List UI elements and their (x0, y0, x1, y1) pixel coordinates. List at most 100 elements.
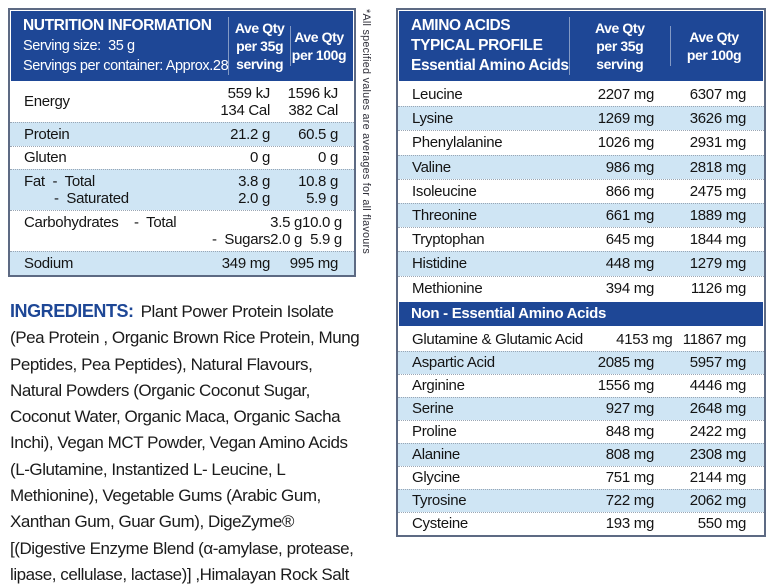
nutrition-row: Fat - Total - Saturated 3.8 g 2.0 g 10.8 g 5.… (10, 169, 354, 210)
nutrition-row: Gluten 0 g 0 g (10, 145, 354, 170)
nutrition-table-rows: Energy 559 kJ 134 Cal 1596 kJ 382 Cal Protein… (10, 82, 354, 275)
nutrition-information-table: NUTRITION INFORMATION Serving size: 35 g… (8, 8, 356, 277)
nutrient-label-cell: Carbohydrates - Total - Sugars (24, 214, 270, 249)
value-per-35g: 134 Cal (220, 102, 270, 119)
value-per-100g: 1844 mg (689, 231, 747, 249)
value-per-100g: 6307 mg (689, 85, 747, 103)
amino-acid-row: Isoleucine 866 mg 2475 mg (398, 178, 764, 203)
value-per-35g: 3.5 g (270, 213, 303, 231)
nutrient-label: Carbohydrates - Total (24, 213, 177, 231)
amino-acid-name: Glycine (412, 469, 460, 487)
value-per-100g: 2308 mg (689, 446, 747, 464)
value-per-100g: 2931 mg (689, 134, 747, 152)
amino-acids-table: AMINO ACIDS TYPICAL PROFILE Essential Am… (396, 8, 766, 537)
value-per-35g-cell: 559 kJ 134 Cal (198, 85, 270, 120)
value-per-100g: 1889 mg (689, 207, 747, 225)
amino-title-line2: TYPICAL PROFILE (411, 37, 543, 54)
value-per-100g: 1596 kJ (287, 84, 339, 102)
amino-acid-name: Cysteine (412, 515, 468, 533)
amino-acid-row: Glutamine & Glutamic Acid 4153 mg 11867 mg (398, 328, 764, 351)
value-per-100g: 1126 mg (690, 279, 746, 297)
value-per-35g: 349 mg (221, 254, 271, 272)
nutrient-label: Energy (24, 93, 70, 111)
value-per-35g-cell: 0 g (198, 149, 270, 167)
value-per-35g-cell: 3.8 g 2.0 g (198, 173, 270, 208)
amino-acid-name: Glutamine & Glutamic Acid (412, 330, 583, 348)
value-per-100g: 995 mg (289, 254, 339, 272)
amino-acid-name: Valine (412, 158, 451, 176)
amino-acid-row: Tyrosine 722 mg 2062 mg (398, 488, 764, 512)
non-essential-amino-acids-rows: Glutamine & Glutamic Acid 4153 mg 11867 mg… (398, 328, 764, 535)
column-header-per-100g: Ave Qty per 100g (670, 26, 757, 66)
value-per-100g: 11867 mg (682, 330, 747, 348)
value-per-35g: 2207 mg (597, 85, 655, 103)
amino-acid-name: Arginine (412, 377, 465, 395)
amino-acid-row: Proline 848 mg 2422 mg (398, 419, 764, 443)
value-per-35g: 2085 mg (597, 354, 655, 372)
amino-acid-name: Aspartic Acid (412, 354, 495, 372)
nutrient-label-cell: Fat - Total - Saturated (24, 173, 198, 208)
amino-acid-name: Methionine (412, 279, 483, 297)
amino-acid-row: Aspartic Acid 2085 mg 5957 mg (398, 350, 764, 374)
value-per-100g: 2062 mg (689, 492, 747, 510)
ingredients-paragraph: INGREDIENTS: Plant Power Protein Isolate … (10, 298, 364, 588)
value-per-35g: 394 mg (605, 279, 655, 297)
amino-acid-row: Glycine 751 mg 2144 mg (398, 465, 764, 489)
amino-acid-name: Leucine (412, 85, 463, 103)
amino-acid-name: Alanine (412, 446, 460, 464)
value-per-35g: 986 mg (605, 158, 655, 176)
amino-title-line1: AMINO ACIDS (411, 17, 511, 34)
value-per-100g: 1279 mg (689, 255, 747, 273)
value-per-35g: 1556 mg (597, 377, 655, 395)
amino-acid-row: Histidine 448 mg 1279 mg (398, 251, 764, 276)
amino-acid-name: Proline (412, 423, 457, 441)
essential-amino-acids-heading: Essential Amino Acids (411, 57, 569, 74)
value-per-100g: 10.0 g (302, 213, 342, 231)
value-per-100g-cell: 10.0 g 5.9 g (302, 214, 342, 249)
value-per-100g-cell: 1596 kJ 382 Cal (270, 84, 339, 120)
value-per-100g: 0 g (318, 149, 338, 166)
ingredients-label: INGREDIENTS: (10, 301, 134, 321)
value-per-35g: 722 mg (605, 492, 655, 510)
value-per-35g: 21.2 g (230, 125, 270, 143)
value-per-35g: 751 mg (605, 469, 655, 487)
servings-per-container: Servings per container: Approx.28 (23, 58, 229, 74)
amino-acid-row: Arginine 1556 mg 4446 mg (398, 373, 764, 397)
value-per-35g: 927 mg (605, 400, 655, 418)
value-per-100g: 2422 mg (689, 423, 747, 441)
value-per-35g-cell: 349 mg (198, 254, 271, 273)
value-per-35g-cell: 3.5 g 2.0 g (270, 214, 302, 249)
value-per-100g: 4446 mg (689, 377, 747, 395)
value-per-100g: 5957 mg (689, 354, 747, 372)
nutrient-label-cell: Gluten (24, 149, 198, 167)
nutrient-label-cell: Protein (24, 126, 198, 144)
amino-acid-row: Methionine 394 mg 1126 mg (398, 275, 764, 300)
value-per-100g-cell: 60.5 g (270, 126, 338, 144)
nutrient-label: - Saturated (54, 190, 129, 207)
value-per-35g: 448 mg (605, 255, 655, 273)
value-per-35g: 848 mg (605, 423, 655, 441)
value-per-100g: 10.8 g (298, 172, 338, 190)
nutrient-label: Protein (24, 125, 70, 143)
value-per-35g: 193 mg (605, 515, 655, 533)
value-per-100g: 5.9 g (306, 190, 338, 207)
amino-table-header: AMINO ACIDS TYPICAL PROFILE Essential Am… (399, 11, 763, 81)
nutrition-header-title-block: NUTRITION INFORMATION Serving size: 35 g… (23, 16, 229, 76)
value-per-100g: 3626 mg (689, 110, 747, 128)
nutrient-label: Fat - Total (24, 172, 95, 190)
value-per-35g: 1269 mg (597, 110, 655, 128)
amino-acid-row: Leucine 2207 mg 6307 mg (398, 82, 764, 106)
value-per-35g: 3.8 g (238, 172, 270, 190)
amino-acid-row: Cysteine 193 mg 550 mg (398, 511, 764, 535)
value-per-35g: 559 kJ (227, 84, 271, 102)
amino-header-title-block: AMINO ACIDS TYPICAL PROFILE Essential Am… (411, 16, 569, 76)
non-essential-amino-acids-heading: Non - Essential Amino Acids (399, 301, 763, 326)
value-per-100g-cell: 10.8 g 5.9 g (270, 173, 338, 208)
nutrient-label: Sodium (24, 254, 74, 272)
amino-acid-row: Alanine 808 mg 2308 mg (398, 442, 764, 466)
nutrition-row: Sodium 349 mg 995 mg (10, 251, 354, 275)
value-per-100g: 2475 mg (689, 182, 747, 200)
essential-amino-acids-rows: Leucine 2207 mg 6307 mg Lysine 1269 mg 3626 m… (398, 82, 764, 300)
amino-acid-name: Tryptophan (412, 231, 485, 249)
